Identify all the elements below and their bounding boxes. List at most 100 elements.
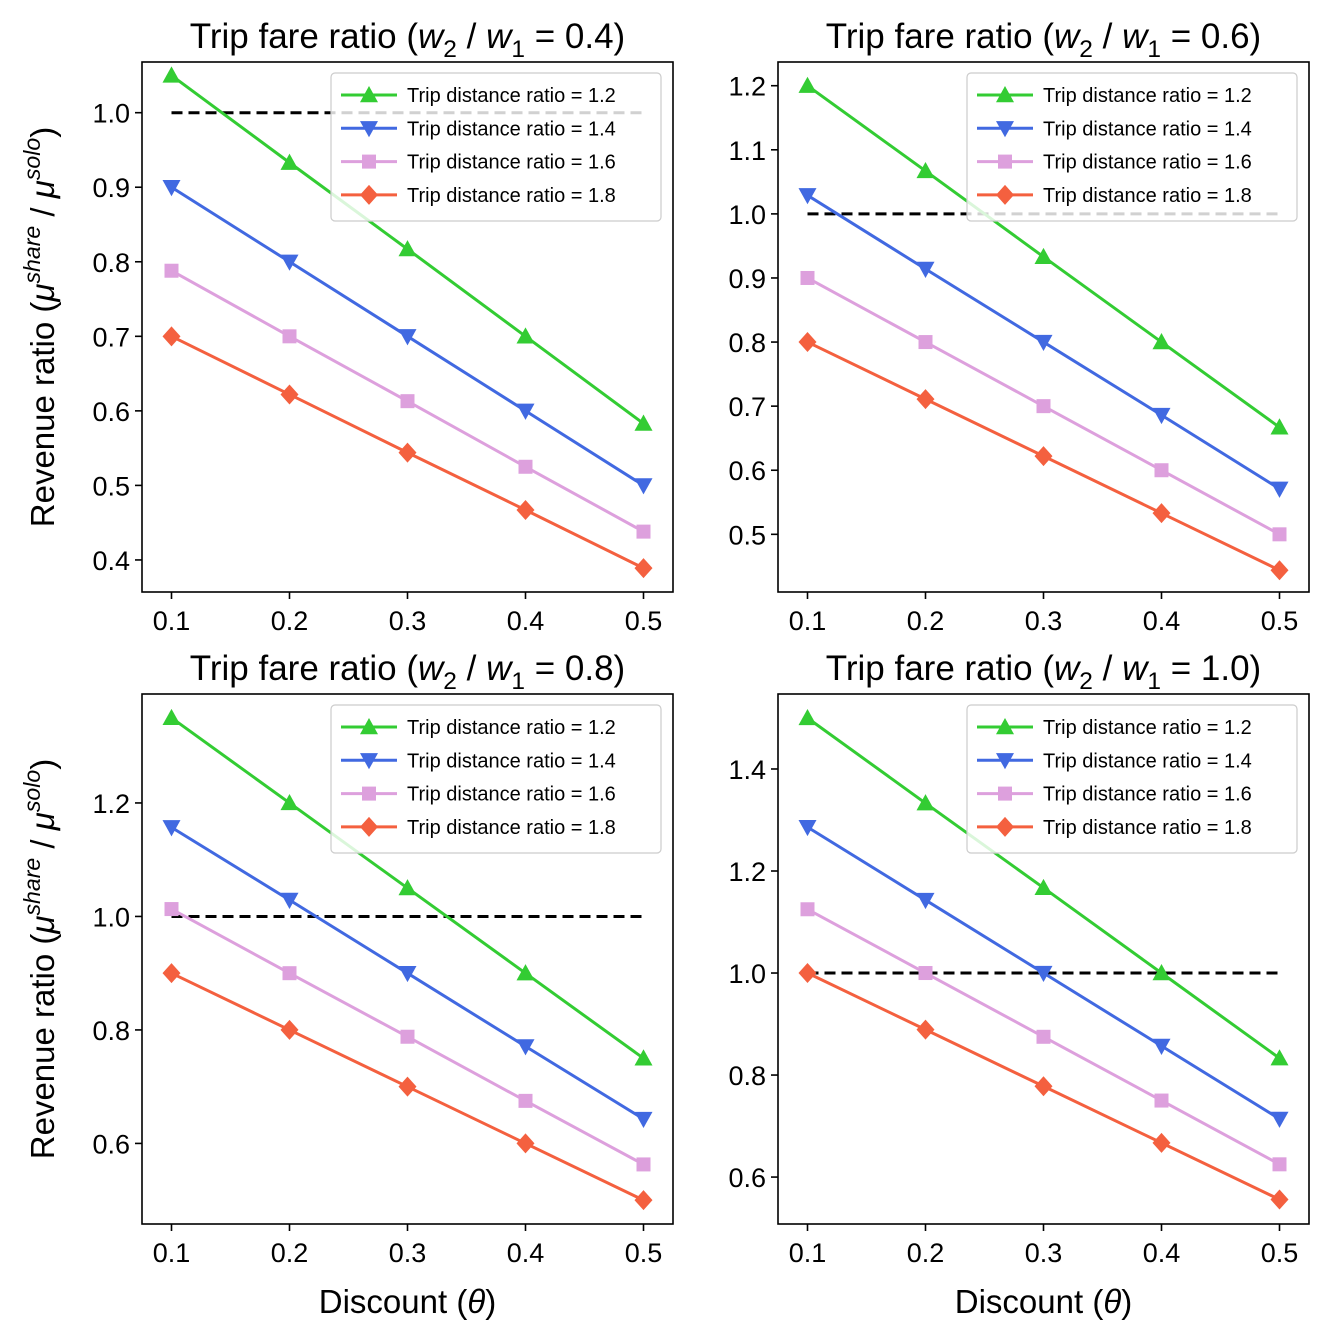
chart-panel-1: Trip fare ratio (w2 / w1 = 0.4) 0.1 0.2 0.3… (92, 17, 674, 636)
series-2 (798, 188, 1289, 498)
data-point (280, 254, 299, 271)
legend-label: Trip distance ratio = 1.2 (407, 717, 616, 739)
data-point (636, 1157, 651, 1172)
chart-panel-4: Trip fare ratio (w2 / w1 = 1.0) 0.1 0.2 0.3… (728, 649, 1310, 1268)
x-tick-label: 0.3 (389, 1238, 427, 1268)
data-point (1034, 1076, 1053, 1097)
legend-entry: Trip distance ratio = 1.4 (341, 118, 616, 140)
data-point (1034, 878, 1053, 896)
data-point (916, 261, 935, 279)
y-tick-label: 1.2 (728, 72, 766, 102)
series-4 (798, 963, 1289, 1210)
y-tick-label: 0.7 (92, 322, 130, 352)
legend-frame (330, 72, 662, 222)
data-point (1152, 1038, 1171, 1055)
data-point (162, 820, 181, 837)
data-point (1270, 1111, 1289, 1128)
y-tick-label: 1.2 (92, 789, 130, 819)
data-point (634, 1049, 653, 1066)
data-point (280, 153, 299, 170)
data-point (1154, 463, 1169, 478)
data-point (798, 708, 817, 726)
legend-marker (998, 786, 1012, 801)
data-point (398, 329, 417, 346)
data-point (1152, 333, 1171, 350)
legend-entry: Trip distance ratio = 1.8 (341, 816, 616, 839)
x-tick-label: 0.5 (625, 1238, 663, 1268)
data-point (800, 270, 815, 285)
data-point (916, 161, 935, 179)
data-point (634, 478, 653, 495)
legend-entry: Trip distance ratio = 1.8 (341, 184, 616, 207)
data-point (798, 332, 817, 353)
x-tick-label: 0.4 (1143, 1238, 1181, 1268)
series-1 (162, 66, 653, 431)
legend-label: Trip distance ratio = 1.2 (1043, 85, 1252, 107)
series-1 (162, 708, 653, 1066)
y-tick-label: 0.7 (728, 392, 766, 422)
legend-marker (360, 816, 378, 837)
data-point (516, 500, 535, 521)
data-point (516, 327, 535, 344)
y-tick-label: 0.6 (728, 456, 766, 486)
data-point (518, 459, 533, 474)
y-tick-label: 0.6 (92, 1129, 130, 1159)
x-tick-label: 0.3 (1025, 1238, 1063, 1268)
y-tick-label: 0.8 (728, 1061, 766, 1091)
data-point (1034, 247, 1053, 265)
data-point (798, 819, 817, 837)
legend-entry: Trip distance ratio = 1.6 (977, 784, 1252, 806)
data-point (280, 892, 299, 909)
data-point (400, 1029, 415, 1044)
legend-label: Trip distance ratio = 1.4 (407, 118, 616, 140)
y-tick-label: 0.8 (728, 328, 766, 358)
legend-entry: Trip distance ratio = 1.4 (977, 750, 1252, 772)
x-axis-label: Discount (θ) (319, 1283, 496, 1320)
legend: Trip distance ratio = 1.2 Trip distance r… (966, 72, 1298, 222)
x-tick-label: 0.4 (507, 1238, 545, 1268)
legend-marker (996, 86, 1014, 103)
x-tick-label: 0.5 (1261, 1238, 1299, 1268)
legend-marker (360, 753, 378, 770)
data-point (918, 335, 933, 350)
x-tick-label: 0.5 (1261, 606, 1299, 636)
legend: Trip distance ratio = 1.2 Trip distance r… (330, 72, 662, 222)
legend-marker (996, 121, 1014, 138)
legend-label: Trip distance ratio = 1.6 (407, 784, 616, 806)
legend: Trip distance ratio = 1.2 Trip distance r… (966, 704, 1298, 854)
data-point (518, 1093, 533, 1108)
y-tick-label: 0.8 (92, 248, 130, 278)
y-axis-label: Revenue ratio (μshare / μsolo) (19, 759, 61, 1159)
x-axis-label: Discount (θ) (955, 1283, 1132, 1320)
data-point (280, 384, 299, 405)
chart-panel-2: Trip fare ratio (w2 / w1 = 0.6) 0.1 0.2 0.3… (728, 17, 1310, 636)
series-2 (798, 819, 1289, 1128)
x-tick-label: 0.2 (907, 1238, 945, 1268)
legend-entry: Trip distance ratio = 1.6 (341, 152, 616, 174)
series-3 (800, 902, 1287, 1172)
y-tick-label: 1.2 (728, 857, 766, 887)
data-point (398, 1076, 417, 1097)
data-point (916, 389, 935, 410)
legend-marker (996, 816, 1014, 837)
data-point (1152, 964, 1171, 981)
x-tick-label: 0.1 (153, 1238, 191, 1268)
chart-title: Trip fare ratio (w2 / w1 = 0.8) (190, 649, 625, 695)
data-point (1152, 1132, 1171, 1153)
data-point (916, 794, 935, 811)
legend-marker (362, 786, 376, 801)
data-point (398, 442, 417, 463)
legend-entry: Trip distance ratio = 1.2 (977, 85, 1252, 107)
y-tick-label: 0.6 (728, 1163, 766, 1193)
data-point (1034, 334, 1053, 352)
data-point (1152, 503, 1171, 524)
data-point (516, 1039, 535, 1056)
x-tick-label: 0.5 (625, 606, 663, 636)
y-tick-label: 0.4 (92, 546, 130, 576)
legend-marker (996, 184, 1014, 205)
series-4 (798, 332, 1289, 581)
data-point (634, 1190, 653, 1211)
y-tick-label: 0.9 (728, 264, 766, 294)
legend-frame (966, 72, 1298, 222)
data-point (1270, 1189, 1289, 1210)
